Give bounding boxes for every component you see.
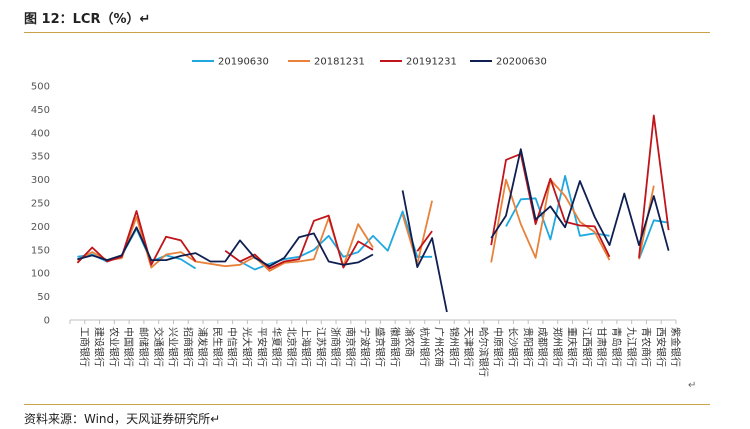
x-tick-label: 杭州银行 (418, 327, 431, 367)
x-tick-label: 贵阳银行 (521, 327, 534, 367)
top-rule (24, 32, 710, 33)
series-line-20191231 (76, 114, 670, 270)
series-line-20200630 (77, 148, 670, 313)
legend-label: 20190630 (218, 57, 269, 68)
x-tick-label: 华夏银行 (270, 327, 283, 367)
return-mark: ↵ (688, 380, 697, 391)
series-line-20181231 (76, 178, 655, 272)
legend-label: 20200630 (496, 57, 547, 68)
x-tick-label: 青农商行 (640, 327, 653, 367)
x-tick-label: 浦发银行 (196, 327, 209, 367)
x-tick-label: 盛京银行 (374, 327, 387, 367)
legend-label: 20191231 (406, 57, 457, 68)
x-tick-label: 平安银行 (255, 327, 268, 367)
x-tick-label: 九江银行 (625, 327, 638, 367)
x-tick-label: 甘肃银行 (595, 327, 608, 367)
x-tick-label: 邮储银行 (137, 327, 150, 367)
y-tick-label: 450 (31, 105, 50, 116)
y-tick-label: 300 (31, 175, 50, 186)
y-tick-label: 500 (31, 82, 50, 93)
x-tick-label: 青岛银行 (610, 327, 623, 367)
y-tick-label: 100 (31, 269, 50, 280)
x-tick-label: 南京银行 (344, 327, 357, 367)
y-tick-label: 350 (31, 152, 50, 163)
x-tick-label: 浙商银行 (329, 327, 342, 367)
source-note: 资料来源：Wind，天风证券研究所↵ (24, 412, 221, 426)
x-tick-label: 光大银行 (240, 327, 253, 367)
x-tick-label: 上海银行 (300, 327, 313, 367)
x-tick-label: 交通银行 (152, 327, 165, 367)
x-axis: 工商银行 建设银行 农业银行 中国银行 邮储银行 交通银行 兴业银行 招商银行 浦发银行 民生银行… (69, 319, 682, 377)
x-tick-label: 广州农商 (433, 327, 446, 367)
x-tick-label: 工商银行 (78, 327, 91, 367)
x-tick-label: 农业银行 (107, 327, 120, 367)
bottom-rule (24, 404, 710, 405)
x-tick-label: 民生银行 (211, 327, 224, 367)
x-tick-label: 江苏银行 (314, 327, 327, 367)
x-tick-label: 中信银行 (226, 327, 239, 367)
x-tick-label: 郑州银行 (551, 327, 564, 367)
y-tick-label: 200 (31, 222, 50, 233)
x-tick-label: 长沙银行 (507, 327, 520, 367)
legend-label: 20181231 (314, 57, 365, 68)
x-tick-label: 紫金银行 (669, 327, 682, 367)
y-tick-label: 0 (44, 316, 50, 327)
x-tick-label: 宁波银行 (359, 327, 372, 367)
chart-series (76, 114, 670, 313)
figure-title: 图 12：LCR（%）↵ (24, 12, 151, 27)
y-tick-label: 400 (31, 128, 50, 139)
x-tick-label: 成都银行 (536, 327, 549, 367)
x-tick-label: 江西银行 (580, 327, 593, 367)
x-tick-label: 徽商银行 (388, 327, 401, 367)
x-tick-label: 招商银行 (181, 327, 194, 367)
x-tick-label: 中原银行 (492, 327, 505, 367)
x-tick-label: 锦州银行 (447, 327, 460, 367)
y-axis: 0 50 100 150 200 250 300 350 400 450 500 (31, 82, 50, 327)
x-tick-label: 西安银行 (654, 327, 667, 367)
y-tick-label: 50 (37, 292, 50, 303)
x-tick-label: 渝农商 (403, 327, 416, 357)
chart-legend: 20190630 20181231 20191231 20200630 (192, 57, 547, 68)
x-tick-label: 北京银行 (285, 327, 298, 367)
lcr-line-chart: 20190630 20181231 20191231 20200630 0 50 100 1… (31, 57, 682, 377)
x-tick-label: 天津银行 (462, 327, 475, 367)
x-tick-label: 中国银行 (122, 327, 135, 367)
y-tick-label: 250 (31, 199, 50, 210)
x-tick-label: 兴业银行 (167, 327, 180, 367)
x-tick-label: 建设银行 (93, 327, 106, 367)
x-tick-label: 重庆银行 (566, 327, 579, 367)
y-tick-label: 150 (31, 245, 50, 256)
x-tick-label: 哈尔滨银行 (477, 327, 490, 377)
